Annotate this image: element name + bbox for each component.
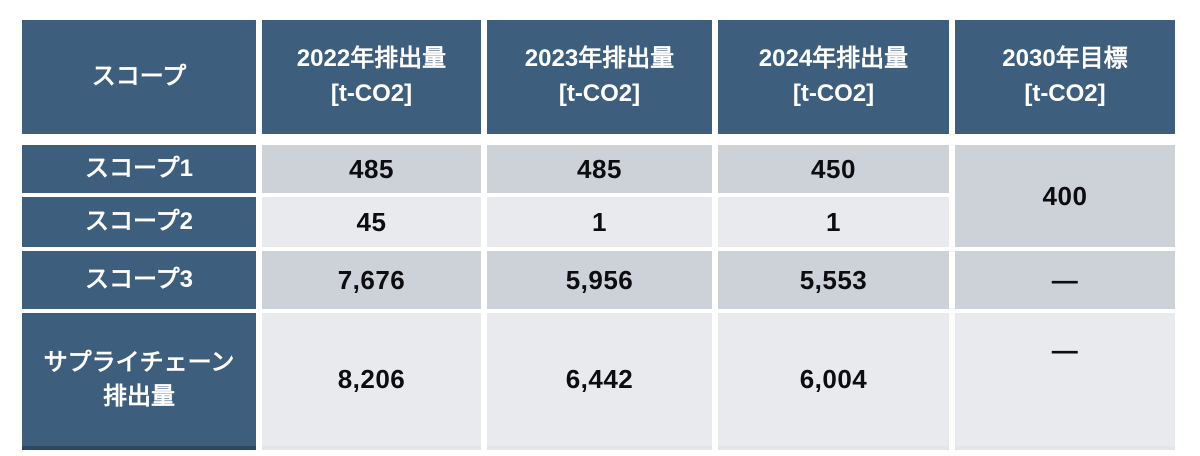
cell-supplychain-2023: 6,442 [487, 313, 712, 450]
cell-scope1-2024: 450 [718, 145, 949, 193]
cell-scope3-2022: 7,676 [262, 251, 481, 309]
cell-scope3-2023: 5,956 [487, 251, 712, 309]
header-row: スコープ 2022年排出量 [t-CO2] 2023年排出量 [t-CO2] 2… [22, 20, 1175, 141]
cell-scope3-2030-target-dash: ― [955, 251, 1175, 309]
table-body: スコープ1 485 485 450 400 スコープ2 45 1 1 スコープ3… [22, 145, 1175, 450]
cell-scope1-2023: 485 [487, 145, 712, 193]
header-2022-emissions: 2022年排出量 [t-CO2] [262, 20, 481, 141]
cell-merged-2030-target-scope1-2: 400 [955, 145, 1175, 247]
cell-scope1-2022: 485 [262, 145, 481, 193]
header-2023-emissions: 2023年排出量 [t-CO2] [487, 20, 712, 141]
header-scope: スコープ [22, 20, 256, 141]
table-row-scope3: スコープ3 7,676 5,956 5,553 ― [22, 251, 1175, 309]
cell-supplychain-2022: 8,206 [262, 313, 481, 450]
cell-supplychain-2030-target-dash: ― [955, 313, 1175, 450]
table-row-supplychain: サプライチェーン 排出量 8,206 6,442 6,004 ― [22, 313, 1175, 450]
table-row-scope2: スコープ2 45 1 1 [22, 197, 1175, 247]
emissions-table-container: スコープ 2022年排出量 [t-CO2] 2023年排出量 [t-CO2] 2… [16, 16, 1181, 454]
row-label-scope2: スコープ2 [22, 197, 256, 247]
table-row-scope1: スコープ1 485 485 450 400 [22, 145, 1175, 247]
header-2030-target: 2030年目標 [t-CO2] [955, 20, 1175, 141]
row-label-scope1: スコープ1 [22, 145, 256, 193]
cell-supplychain-2024: 6,004 [718, 313, 949, 450]
row-label-scope3: スコープ3 [22, 251, 256, 309]
table-header: スコープ 2022年排出量 [t-CO2] 2023年排出量 [t-CO2] 2… [22, 20, 1175, 141]
cell-scope2-2022: 45 [262, 197, 481, 247]
cell-scope2-2024: 1 [718, 197, 949, 247]
cell-scope3-2024: 5,553 [718, 251, 949, 309]
row-label-supplychain: サプライチェーン 排出量 [22, 313, 256, 450]
header-2024-emissions: 2024年排出量 [t-CO2] [718, 20, 949, 141]
cell-scope2-2023: 1 [487, 197, 712, 247]
emissions-table: スコープ 2022年排出量 [t-CO2] 2023年排出量 [t-CO2] 2… [16, 16, 1181, 454]
